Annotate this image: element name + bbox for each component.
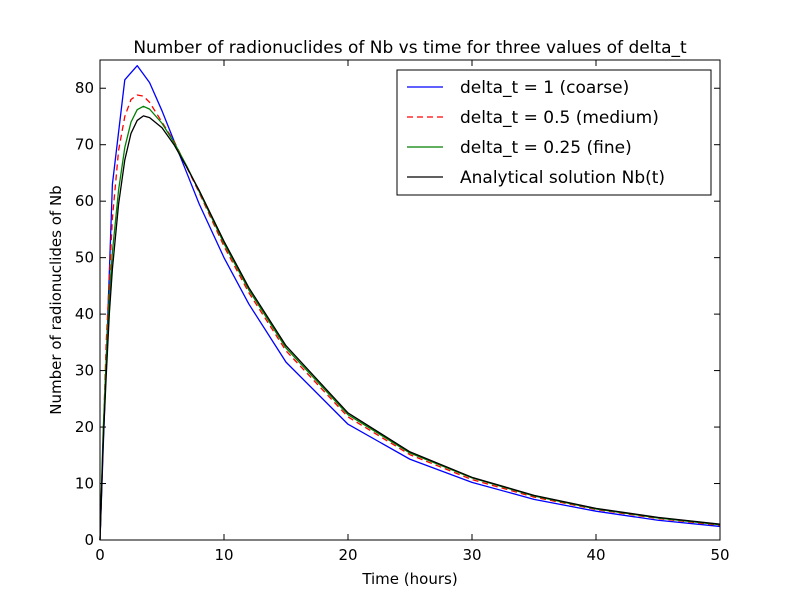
axes-frame [99, 59, 721, 541]
x-tick-label: 50 [710, 546, 729, 564]
legend-label-2: delta_t = 0.5 (medium) [460, 108, 659, 128]
legend: delta_t = 1 (coarse) delta_t = 0.5 (mediu… [396, 69, 712, 196]
series-line-4 [99, 115, 721, 541]
y-tick-label: 20 [75, 418, 94, 436]
x-tick-label: 0 [95, 546, 105, 564]
y-tick-label: 30 [75, 362, 94, 380]
legend-label-3: delta_t = 0.25 (fine) [460, 138, 632, 158]
legend-label-4: Analytical solution Nb(t) [460, 168, 665, 188]
x-tick-label: 10 [214, 546, 233, 564]
y-tick-label: 10 [75, 475, 94, 493]
series-line-1 [99, 65, 721, 541]
x-tick-label: 30 [462, 546, 481, 564]
y-tick-label: 0 [84, 531, 94, 549]
y-axis-label: Number of radionuclides of Nb [47, 185, 65, 414]
y-tick-label: 60 [75, 192, 94, 210]
y-tick-label: 80 [75, 79, 94, 97]
y-tick-label: 40 [75, 305, 94, 323]
chart-title: Number of radionuclides of Nb vs time fo… [133, 38, 687, 58]
y-tick-label: 50 [75, 249, 94, 267]
y-tick-label: 70 [75, 136, 94, 154]
x-tick-label: 40 [586, 546, 605, 564]
legend-box [396, 69, 712, 196]
x-tick-label: 20 [338, 546, 357, 564]
legend-label-1: delta_t = 1 (coarse) [460, 78, 629, 98]
x-axis-label: Time (hours) [361, 570, 457, 588]
plot-area: 0 10 20 30 40 50 0 10 20 30 40 50 60 70 80 [75, 59, 730, 564]
